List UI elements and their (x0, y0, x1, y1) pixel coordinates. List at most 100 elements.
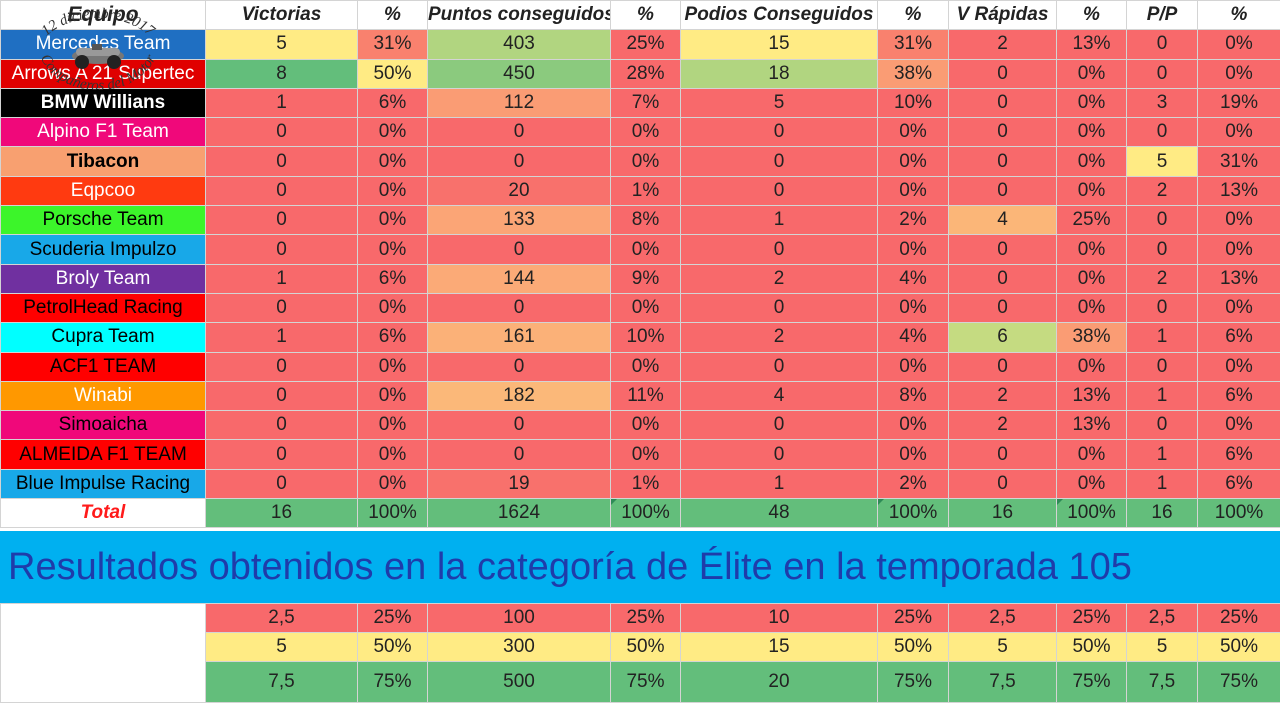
team-name-cell[interactable]: Winabi (1, 381, 206, 410)
pp-cell[interactable]: 0 (1127, 118, 1198, 147)
header-victorias[interactable]: Victorias (206, 1, 358, 30)
victorias-cell[interactable]: 1 (206, 264, 358, 293)
victorias-cell[interactable]: 1 (206, 323, 358, 352)
victorias-cell[interactable]: 0 (206, 293, 358, 322)
reference-victorias-cell[interactable]: 2,5 (206, 604, 358, 633)
reference-pct-pp-cell[interactable]: 50% (1198, 633, 1280, 662)
pct-victorias-cell[interactable]: 0% (358, 118, 428, 147)
reference-pct-v-rapidas-cell[interactable]: 25% (1057, 604, 1127, 633)
v-rapidas-cell[interactable]: 0 (949, 352, 1057, 381)
header-puntos[interactable]: Puntos conseguidos (428, 1, 611, 30)
pct-pp-cell[interactable]: 0% (1198, 352, 1280, 381)
podios-cell[interactable]: 1 (681, 206, 878, 235)
pct-puntos-cell[interactable]: 28% (611, 59, 681, 88)
pct-v-rapidas-cell[interactable]: 13% (1057, 411, 1127, 440)
puntos-cell[interactable]: 403 (428, 30, 611, 59)
team-name-cell[interactable]: Tibacon (1, 147, 206, 176)
pct-v-rapidas-cell[interactable]: 13% (1057, 30, 1127, 59)
team-name-cell[interactable]: Alpino F1 Team (1, 118, 206, 147)
pct-pp-cell[interactable]: 0% (1198, 118, 1280, 147)
podios-cell[interactable]: 1 (681, 469, 878, 498)
total-pct-puntos-cell[interactable]: 100% (611, 499, 681, 528)
v-rapidas-cell[interactable]: 6 (949, 323, 1057, 352)
podios-cell[interactable]: 0 (681, 235, 878, 264)
v-rapidas-cell[interactable]: 2 (949, 381, 1057, 410)
pct-puntos-cell[interactable]: 0% (611, 293, 681, 322)
v-rapidas-cell[interactable]: 0 (949, 293, 1057, 322)
pct-podios-cell[interactable]: 0% (878, 147, 949, 176)
v-rapidas-cell[interactable]: 0 (949, 235, 1057, 264)
header-pct-puntos[interactable]: % (611, 1, 681, 30)
victorias-cell[interactable]: 0 (206, 206, 358, 235)
victorias-cell[interactable]: 0 (206, 411, 358, 440)
header-v-rapidas[interactable]: V Rápidas (949, 1, 1057, 30)
header-podios[interactable]: Podios Conseguidos (681, 1, 878, 30)
v-rapidas-cell[interactable]: 0 (949, 264, 1057, 293)
podios-cell[interactable]: 5 (681, 88, 878, 117)
pct-puntos-cell[interactable]: 0% (611, 352, 681, 381)
header-pct-v-rapidas[interactable]: % (1057, 1, 1127, 30)
pct-victorias-cell[interactable]: 0% (358, 293, 428, 322)
podios-cell[interactable]: 0 (681, 176, 878, 205)
reference-puntos-cell[interactable]: 300 (428, 633, 611, 662)
v-rapidas-cell[interactable]: 2 (949, 30, 1057, 59)
pct-puntos-cell[interactable]: 11% (611, 381, 681, 410)
podios-cell[interactable]: 18 (681, 59, 878, 88)
pp-cell[interactable]: 1 (1127, 381, 1198, 410)
team-name-cell[interactable]: ACF1 TEAM (1, 352, 206, 381)
v-rapidas-cell[interactable]: 2 (949, 411, 1057, 440)
reference-pct-puntos-cell[interactable]: 50% (611, 633, 681, 662)
pct-puntos-cell[interactable]: 0% (611, 440, 681, 469)
pct-puntos-cell[interactable]: 9% (611, 264, 681, 293)
pct-puntos-cell[interactable]: 0% (611, 147, 681, 176)
pct-v-rapidas-cell[interactable]: 25% (1057, 206, 1127, 235)
pct-pp-cell[interactable]: 6% (1198, 323, 1280, 352)
reference-pct-v-rapidas-cell[interactable]: 50% (1057, 633, 1127, 662)
pct-puntos-cell[interactable]: 0% (611, 235, 681, 264)
pct-puntos-cell[interactable]: 25% (611, 30, 681, 59)
pct-v-rapidas-cell[interactable]: 0% (1057, 293, 1127, 322)
reference-pct-puntos-cell[interactable]: 25% (611, 604, 681, 633)
pct-pp-cell[interactable]: 0% (1198, 411, 1280, 440)
pct-podios-cell[interactable]: 2% (878, 469, 949, 498)
total-victorias-cell[interactable]: 16 (206, 499, 358, 528)
pct-victorias-cell[interactable]: 0% (358, 352, 428, 381)
pct-victorias-cell[interactable]: 0% (358, 235, 428, 264)
puntos-cell[interactable]: 0 (428, 411, 611, 440)
pct-podios-cell[interactable]: 0% (878, 352, 949, 381)
pct-podios-cell[interactable]: 0% (878, 293, 949, 322)
victorias-cell[interactable]: 0 (206, 235, 358, 264)
pct-podios-cell[interactable]: 38% (878, 59, 949, 88)
total-pct-v-rapidas-cell[interactable]: 100% (1057, 499, 1127, 528)
reference-pct-victorias-cell[interactable]: 25% (358, 604, 428, 633)
v-rapidas-cell[interactable]: 0 (949, 440, 1057, 469)
pct-victorias-cell[interactable]: 0% (358, 381, 428, 410)
pp-cell[interactable]: 1 (1127, 440, 1198, 469)
pct-victorias-cell[interactable]: 0% (358, 176, 428, 205)
reference-victorias-cell[interactable]: 7,5 (206, 662, 358, 703)
header-pct-pp[interactable]: % (1198, 1, 1280, 30)
pct-podios-cell[interactable]: 0% (878, 176, 949, 205)
total-pp-cell[interactable]: 16 (1127, 499, 1198, 528)
pct-puntos-cell[interactable]: 8% (611, 206, 681, 235)
podios-cell[interactable]: 15 (681, 30, 878, 59)
pct-victorias-cell[interactable]: 0% (358, 469, 428, 498)
total-pct-podios-cell[interactable]: 100% (878, 499, 949, 528)
pct-puntos-cell[interactable]: 0% (611, 411, 681, 440)
reference-pct-victorias-cell[interactable]: 75% (358, 662, 428, 703)
pp-cell[interactable]: 0 (1127, 352, 1198, 381)
total-podios-cell[interactable]: 48 (681, 499, 878, 528)
victorias-cell[interactable]: 0 (206, 118, 358, 147)
victorias-cell[interactable]: 0 (206, 440, 358, 469)
podios-cell[interactable]: 4 (681, 381, 878, 410)
pct-victorias-cell[interactable]: 0% (358, 411, 428, 440)
total-v-rapidas-cell[interactable]: 16 (949, 499, 1057, 528)
pct-podios-cell[interactable]: 0% (878, 118, 949, 147)
puntos-cell[interactable]: 112 (428, 88, 611, 117)
team-name-cell[interactable]: Scuderia Impulzo (1, 235, 206, 264)
pp-cell[interactable]: 0 (1127, 206, 1198, 235)
puntos-cell[interactable]: 182 (428, 381, 611, 410)
victorias-cell[interactable]: 0 (206, 469, 358, 498)
pct-podios-cell[interactable]: 8% (878, 381, 949, 410)
pct-pp-cell[interactable]: 31% (1198, 147, 1280, 176)
